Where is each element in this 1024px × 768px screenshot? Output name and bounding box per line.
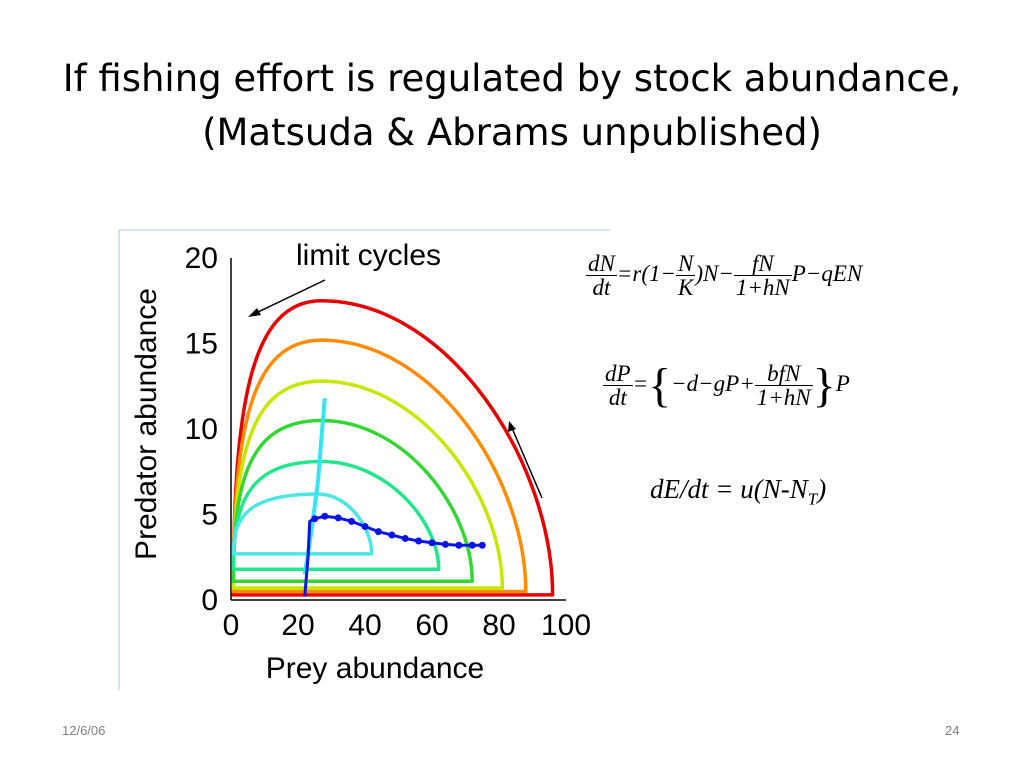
x-tick-label: 0 [223, 609, 240, 642]
prey-equation: dN dt =r(1− N K)N− fN 1+hN P−qEN [586, 252, 862, 299]
eq2-brace-open: { [648, 359, 672, 412]
y-tick-label: 15 [185, 328, 218, 361]
eq2-part1: = [632, 370, 649, 396]
eq3-subscript: T [807, 489, 818, 509]
y-tick-labels: 0 5 10 15 20 [185, 242, 218, 617]
slide-title: If fishing effort is regulated by stock … [0, 52, 1024, 160]
trajectory-point [311, 515, 319, 523]
eq2-f-den: 1+hN [756, 385, 811, 410]
eq1-part3: P−qEN [791, 260, 863, 286]
y-tick-label: 20 [185, 242, 218, 275]
y-tick-label: 0 [201, 584, 218, 617]
y-tick-label: 5 [201, 499, 218, 532]
limit-cycle-2 [231, 338, 528, 594]
trajectories-group [302, 398, 486, 597]
arrow-right [508, 421, 543, 499]
eq2-brace-close: } [812, 359, 836, 412]
limit-cycle-1 [231, 299, 555, 597]
eq1-lhs-den: dt [592, 275, 611, 300]
slide-date: 12/6/06 [62, 723, 106, 738]
limit-cycles-annotation: limit cycles [296, 239, 441, 272]
trajectory-point [415, 537, 423, 545]
limit-cycles-group [231, 299, 555, 597]
trajectory-point [468, 541, 476, 549]
arrow-upper-left [248, 279, 326, 317]
x-tick-label: 60 [415, 609, 448, 642]
eq3-main: dE/dt = u(N-N [650, 474, 808, 504]
effort-equation: dE/dt = u(N-NT) [650, 474, 826, 509]
x-tick-label: 80 [482, 609, 515, 642]
eq2-tail: P [835, 370, 850, 396]
trajectory-point [478, 541, 486, 549]
eq2-lhs-num: dP [603, 361, 633, 386]
eq1-part1: =r(1− [616, 260, 676, 286]
x-tick-label: 100 [541, 609, 591, 642]
eq2-inner: −d−gP+ [671, 370, 755, 396]
title-line-1: If fishing effort is regulated by stock … [62, 57, 962, 100]
x-tick-label: 20 [281, 609, 314, 642]
eq2-lhs-den: dt [608, 385, 627, 410]
trajectory-point [388, 531, 396, 539]
limit-cycle-3 [231, 379, 505, 590]
trajectory-point [428, 539, 436, 547]
predator-equation: dP dt ={−d−gP+ bfN 1+hN}P [603, 358, 850, 413]
trajectory-point [321, 512, 329, 520]
trajectory-point [334, 514, 342, 522]
trajectory-2 [303, 514, 483, 597]
y-axis-label: Predator abundance [130, 288, 163, 560]
eq1-part2: )N− [695, 260, 734, 286]
eq1-lhs-num: dN [586, 251, 617, 276]
eq3-tail: ) [817, 474, 827, 504]
eq1-f2-den: 1+hN [735, 275, 790, 300]
y-tick-label: 10 [185, 413, 218, 446]
slide-page-number: 24 [945, 723, 960, 738]
limit-cycle-chart: 0 20 40 60 80 100 0 5 10 15 20 Prey abundance Pre… [118, 229, 610, 690]
eq1-f1-num: N [676, 251, 696, 276]
x-tick-labels: 0 20 40 60 80 100 [223, 609, 591, 642]
trajectory-point [401, 534, 409, 542]
x-tick-label: 40 [348, 609, 381, 642]
trajectory-point [455, 541, 463, 549]
title-line-2: (Matsuda & Abrams unpublished) [202, 111, 822, 154]
trajectory-point [361, 522, 369, 530]
eq1-f1-den: K [678, 275, 694, 300]
trajectory-point [441, 540, 449, 548]
trajectory-point [348, 517, 356, 525]
trajectory-point [374, 528, 382, 536]
x-axis-label: Prey abundance [266, 652, 485, 685]
eq1-f2-num: fN [733, 252, 792, 276]
eq2-f-num: bfN [754, 362, 813, 386]
